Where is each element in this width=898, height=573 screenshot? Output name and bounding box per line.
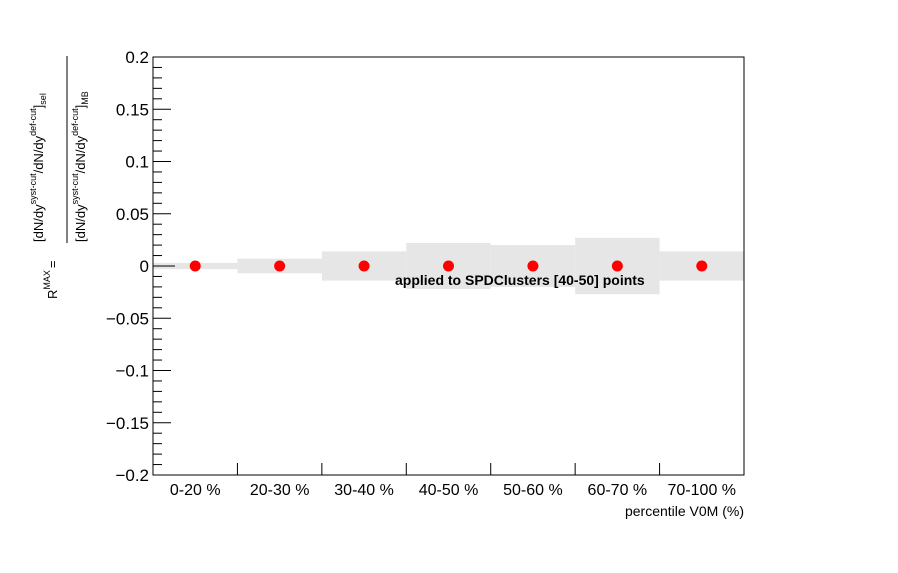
x-axis-ticks (236, 463, 661, 475)
y-tick-label: −0.1 (115, 362, 149, 381)
y-axis-label: RMAX= [dN/dysyst-cut/dN/dydef-cut]sel [d… (28, 56, 90, 299)
y-tick-label: 0.05 (116, 205, 149, 224)
category-labels: 0-20 % 20-30 % 30-40 % 40-50 % 50-60 % 60-70 … (170, 482, 736, 499)
data-point (358, 260, 370, 272)
y-axis-ticks (153, 56, 171, 476)
x-axis-label: percentile V0M (%) (625, 503, 744, 519)
y-tick-labels: −0.2 −0.15 −0.1 −0.05 0 0.05 0.1 0.15 0.2 (106, 48, 149, 485)
category-label: 60-70 % (588, 482, 648, 499)
data-point (696, 260, 708, 272)
data-points (189, 260, 708, 272)
y-tick-label: 0 (140, 257, 149, 276)
y-tick-label: 0.1 (125, 153, 149, 172)
category-label: 30-40 % (334, 482, 394, 499)
data-point (274, 260, 286, 272)
svg-text:[dN/dysyst-cut/dN/dydef-cut]se: [dN/dysyst-cut/dN/dydef-cut]sel (28, 93, 48, 242)
category-label: 70-100 % (668, 482, 737, 499)
y-tick-label: 0.2 (125, 48, 149, 67)
y-tick-label: −0.2 (115, 466, 149, 485)
y-tick-label: −0.15 (106, 414, 149, 433)
data-point (443, 260, 454, 272)
data-point (611, 260, 623, 272)
svg-text:RMAX=: RMAX= (42, 261, 60, 300)
category-label: 50-60 % (503, 482, 563, 499)
data-point (189, 260, 201, 272)
y-tick-label: −0.05 (106, 309, 149, 328)
category-label: 0-20 % (170, 482, 221, 499)
data-point (527, 260, 539, 272)
category-label: 40-50 % (419, 482, 479, 499)
annotation-text: applied to SPDClusters [40-50] points (395, 272, 645, 288)
y-tick-label: 0.15 (116, 100, 149, 119)
svg-text:[dN/dysyst-cut/dN/dydef-cut]MB: [dN/dysyst-cut/dN/dydef-cut]MB (70, 91, 90, 242)
category-label: 20-30 % (250, 482, 310, 499)
